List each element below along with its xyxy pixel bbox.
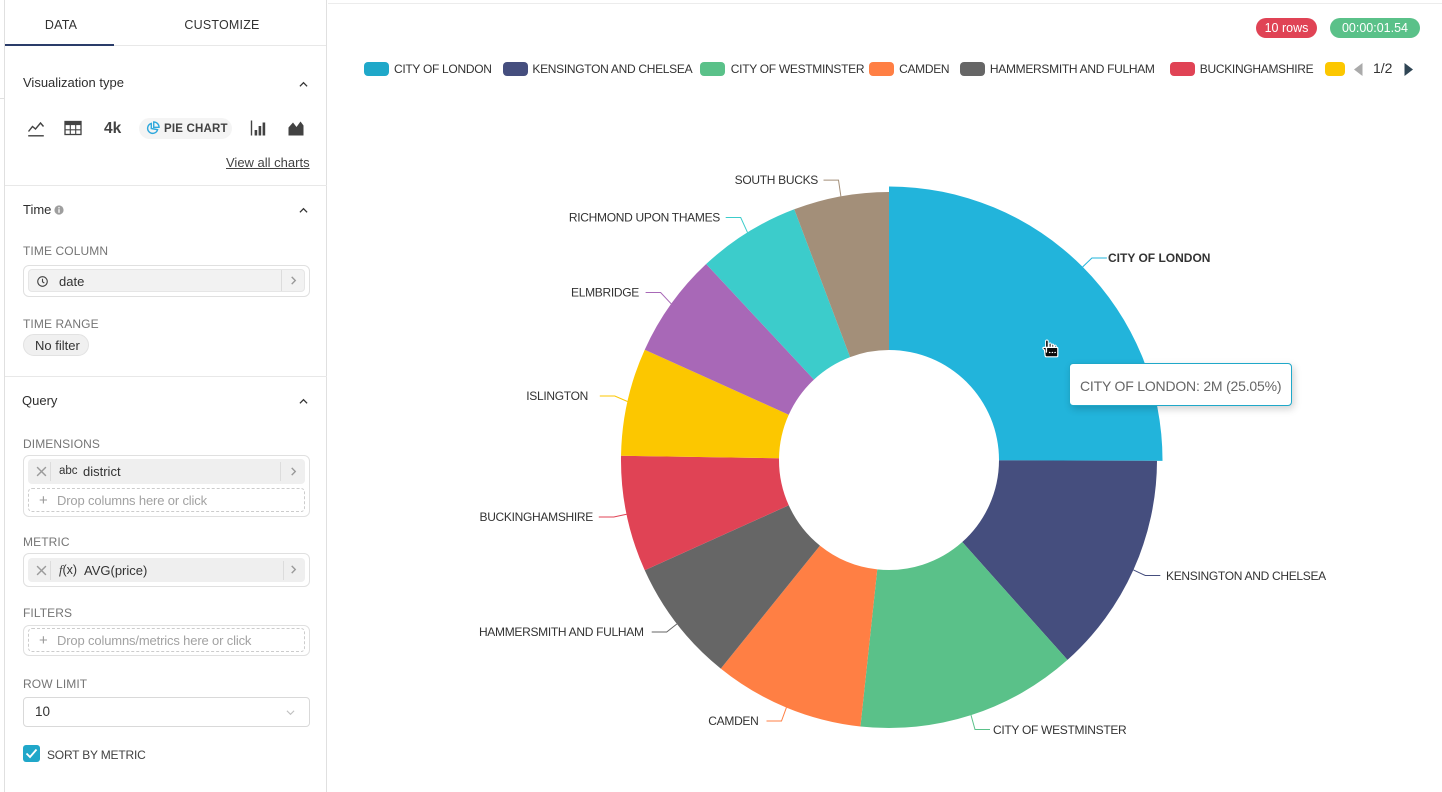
- svg-text:HAMMERSMITH AND FULHAM: HAMMERSMITH AND FULHAM: [479, 625, 644, 639]
- svg-text:CAMDEN: CAMDEN: [708, 714, 758, 728]
- svg-text:RICHMOND UPON THAMES: RICHMOND UPON THAMES: [569, 211, 720, 225]
- svg-text:KENSINGTON AND CHELSEA: KENSINGTON AND CHELSEA: [1166, 569, 1326, 583]
- svg-text:CITY OF WESTMINSTER: CITY OF WESTMINSTER: [993, 723, 1127, 737]
- svg-text:SOUTH BUCKS: SOUTH BUCKS: [735, 173, 819, 187]
- svg-text:ELMBRIDGE: ELMBRIDGE: [571, 286, 639, 300]
- svg-text:BUCKINGHAMSHIRE: BUCKINGHAMSHIRE: [479, 510, 593, 524]
- svg-text:CITY OF LONDON: CITY OF LONDON: [1108, 251, 1210, 265]
- svg-text:ISLINGTON: ISLINGTON: [526, 389, 588, 403]
